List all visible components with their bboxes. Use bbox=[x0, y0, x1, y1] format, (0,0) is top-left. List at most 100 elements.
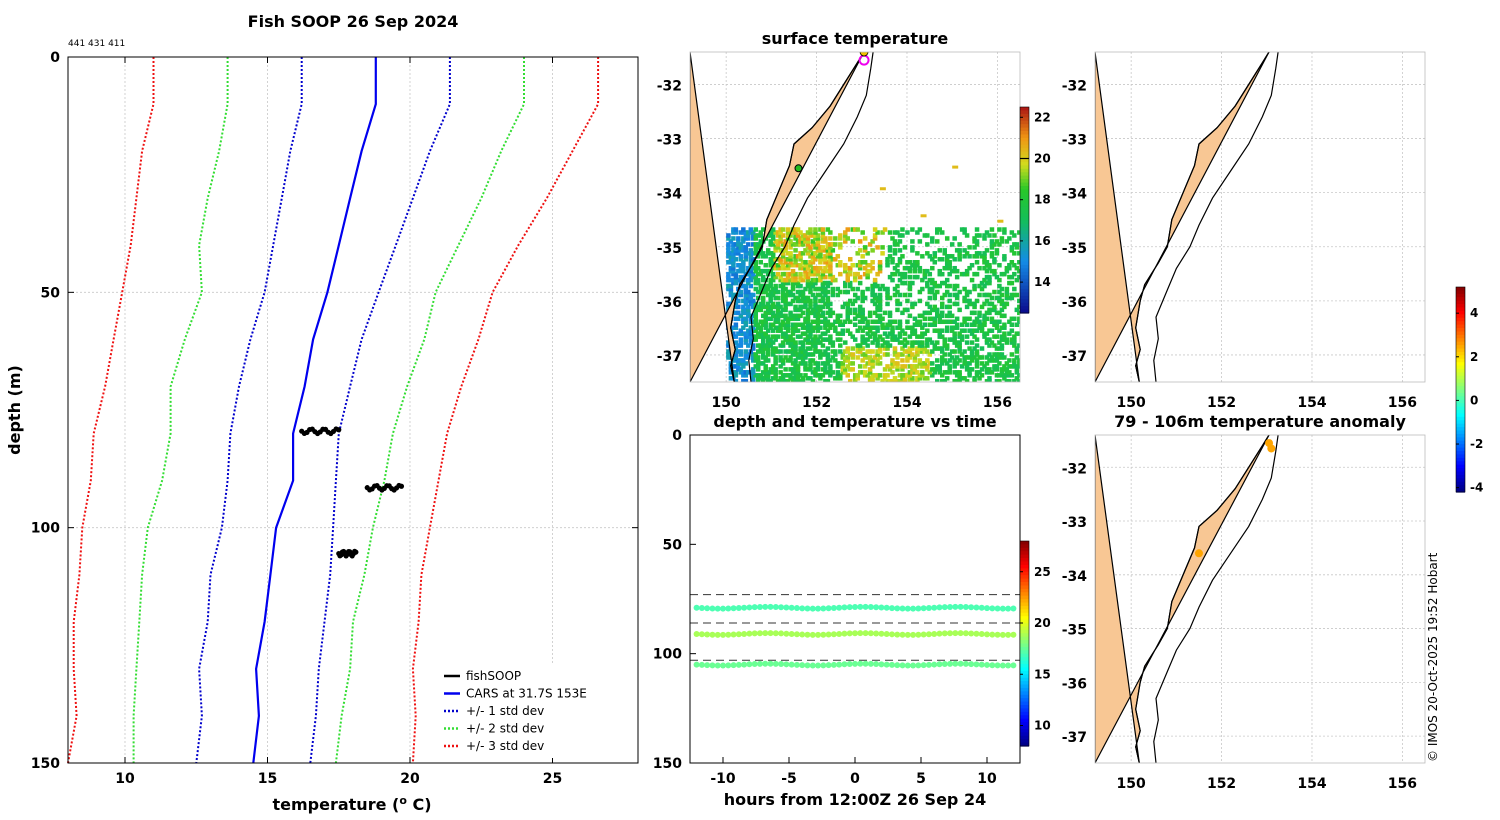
sst-pixel bbox=[738, 337, 744, 342]
sst-pixel bbox=[743, 286, 749, 292]
sst-pixel bbox=[962, 271, 967, 277]
sst-pixel bbox=[997, 262, 1002, 268]
sst-pixel bbox=[741, 304, 746, 310]
sst-pixel bbox=[984, 340, 990, 345]
colorbar-cell bbox=[1020, 251, 1029, 256]
sst-pixel bbox=[877, 260, 883, 265]
sst-pixel bbox=[790, 271, 796, 277]
sst-pixel bbox=[726, 352, 731, 357]
trace-point bbox=[778, 604, 785, 611]
sst-pixel bbox=[1009, 322, 1015, 327]
sst-pixel bbox=[748, 227, 754, 232]
sst-pixel bbox=[1009, 328, 1015, 333]
sst-pixel bbox=[751, 274, 756, 280]
sst-pixel bbox=[741, 331, 746, 336]
sst-pixel bbox=[823, 364, 828, 369]
sst-pixel bbox=[925, 340, 930, 345]
colorbar-frame bbox=[1019, 106, 1030, 314]
sst-pixel bbox=[872, 280, 878, 286]
sst-pixel bbox=[942, 280, 947, 286]
sst-pixel bbox=[733, 334, 739, 339]
sst-pixel bbox=[726, 277, 731, 283]
colorbar-cell bbox=[1020, 571, 1029, 576]
sst-pixel bbox=[756, 254, 761, 259]
sst-pixel bbox=[930, 265, 935, 271]
sst-pixel bbox=[798, 349, 803, 354]
sst-pixel bbox=[882, 227, 888, 232]
sst-pixel bbox=[753, 274, 759, 280]
colorbar-cell bbox=[1456, 451, 1465, 456]
sst-pixel bbox=[920, 334, 925, 339]
sst-pixel bbox=[897, 260, 903, 265]
sst-pixel bbox=[743, 310, 749, 316]
sst-pixel bbox=[780, 233, 786, 238]
sst-pixel bbox=[820, 274, 826, 280]
sst-pixel bbox=[798, 274, 803, 280]
sst-pixel bbox=[778, 343, 783, 348]
sst-pixel bbox=[738, 254, 744, 259]
trace-point bbox=[920, 631, 927, 638]
trace-point bbox=[720, 662, 726, 669]
sst-pixel bbox=[942, 370, 947, 375]
sst-pixel bbox=[908, 382, 913, 387]
sst-pixel bbox=[738, 262, 744, 268]
x-tick-label: 10 bbox=[977, 771, 997, 787]
sst-pixel bbox=[815, 304, 821, 310]
sst-pixel bbox=[815, 310, 821, 316]
sst-pixel bbox=[733, 271, 739, 277]
colorbar-cell bbox=[1456, 314, 1465, 319]
sst-pixel bbox=[902, 373, 908, 378]
sst-pixel bbox=[932, 260, 938, 265]
trace-point bbox=[941, 604, 948, 611]
series-line bbox=[132, 57, 229, 763]
sst-pixel bbox=[947, 292, 952, 298]
sst-pixel bbox=[944, 254, 950, 259]
sst-pixel bbox=[736, 310, 741, 316]
sst-pixel bbox=[870, 239, 875, 244]
sst-pixel bbox=[1009, 292, 1015, 298]
sst-pixel bbox=[1012, 262, 1017, 268]
sst-pixel bbox=[942, 265, 947, 271]
sst-pixel bbox=[947, 310, 952, 316]
colorbar-cell bbox=[1020, 110, 1029, 115]
sst-pixel bbox=[912, 265, 918, 271]
sst-pixel bbox=[780, 280, 786, 286]
sst-pixel bbox=[773, 361, 778, 366]
sst-pixel bbox=[902, 245, 908, 250]
sst-pixel bbox=[969, 310, 975, 316]
sst-pixel bbox=[862, 236, 868, 241]
sst-pixel bbox=[893, 382, 898, 387]
sst-pixel bbox=[957, 248, 962, 253]
sst-pixel bbox=[783, 331, 788, 336]
sst-pixel bbox=[932, 319, 938, 325]
sst-pixel bbox=[862, 245, 868, 250]
sst-pixel bbox=[857, 304, 863, 310]
sst-pixel bbox=[992, 352, 997, 357]
sst-pixel bbox=[825, 328, 831, 333]
trace-point bbox=[809, 605, 816, 612]
sst-pixel bbox=[962, 361, 967, 366]
sst-pixel bbox=[810, 319, 816, 325]
sst-pixel bbox=[790, 328, 796, 333]
sst-pixel bbox=[977, 370, 982, 375]
trace-point bbox=[788, 631, 795, 638]
sst-pixel bbox=[938, 382, 943, 387]
sst-pixel bbox=[939, 373, 945, 378]
sst-pixel bbox=[760, 289, 766, 295]
sst-pixel bbox=[910, 304, 915, 310]
sst-pixel bbox=[855, 295, 860, 301]
sst-pixel bbox=[833, 352, 838, 357]
sst-pixel bbox=[830, 277, 836, 283]
trace-point bbox=[931, 661, 938, 668]
sst-pixel bbox=[798, 283, 803, 289]
sst-pixel bbox=[756, 233, 761, 238]
sst-pixel bbox=[775, 304, 781, 310]
trace-point bbox=[698, 631, 705, 638]
sst-pixel bbox=[949, 242, 955, 247]
sst-pixel bbox=[828, 251, 833, 256]
sst-pixel bbox=[887, 295, 893, 301]
sst-pixel bbox=[910, 331, 915, 336]
sst-pixel bbox=[731, 358, 736, 363]
sst-pixel bbox=[736, 364, 741, 369]
sst-pixel bbox=[840, 328, 846, 333]
